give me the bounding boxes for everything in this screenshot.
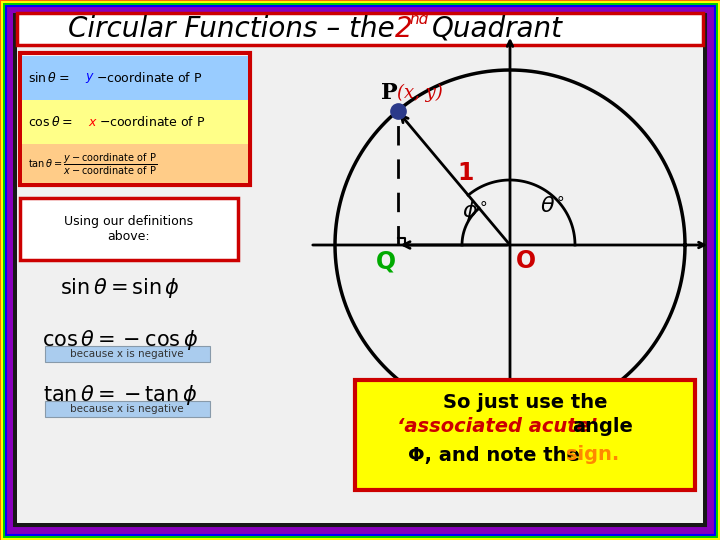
Bar xyxy=(17,13,703,45)
Text: Circular Functions – the: Circular Functions – the xyxy=(68,15,404,43)
Text: angle: angle xyxy=(572,417,634,436)
Bar xyxy=(22,144,248,183)
Text: sign.: sign. xyxy=(567,446,620,464)
Text: because x is negative: because x is negative xyxy=(70,404,184,414)
Text: P: P xyxy=(381,82,398,104)
Text: So just use the: So just use the xyxy=(443,393,607,411)
Text: $\cos\theta = $: $\cos\theta = $ xyxy=(28,115,73,129)
Text: because x is negative: because x is negative xyxy=(70,349,184,359)
Bar xyxy=(45,346,210,362)
Text: Φ, and note the: Φ, and note the xyxy=(408,446,586,464)
Text: $\theta^{\circ}$: $\theta^{\circ}$ xyxy=(540,196,564,218)
Text: $-$coordinate of P: $-$coordinate of P xyxy=(96,71,202,85)
Text: Q: Q xyxy=(375,249,395,273)
Bar xyxy=(355,380,695,490)
Bar xyxy=(22,100,248,144)
Text: 2: 2 xyxy=(395,15,413,43)
Text: Quadrant: Quadrant xyxy=(432,15,563,43)
Bar xyxy=(20,198,238,260)
Text: $y$: $y$ xyxy=(85,71,95,85)
Text: $x$: $x$ xyxy=(88,116,98,129)
Text: $\cos\theta = -\cos\phi$: $\cos\theta = -\cos\phi$ xyxy=(42,328,198,352)
Text: 1: 1 xyxy=(458,161,474,185)
Text: $\tan\theta = -\tan\phi$: $\tan\theta = -\tan\phi$ xyxy=(43,383,197,407)
Bar xyxy=(22,56,248,100)
Bar xyxy=(20,53,250,185)
Text: (x, y): (x, y) xyxy=(397,84,442,102)
Text: ‘associated acute’: ‘associated acute’ xyxy=(397,417,597,436)
Bar xyxy=(45,401,210,417)
Text: Using our definitions
above:: Using our definitions above: xyxy=(64,215,194,243)
Text: $\phi^{\circ}$: $\phi^{\circ}$ xyxy=(462,200,487,224)
Text: $\sin\theta = \sin\phi$: $\sin\theta = \sin\phi$ xyxy=(60,276,180,300)
Text: nd: nd xyxy=(409,12,428,28)
Text: $\sin\theta = $: $\sin\theta = $ xyxy=(28,71,69,85)
Text: O: O xyxy=(516,249,536,273)
Text: $\tan\theta = \dfrac{y-\mathrm{coordinate\ of\ P}}{x-\mathrm{coordinate\ of\ P}}: $\tan\theta = \dfrac{y-\mathrm{coordinat… xyxy=(28,152,157,177)
Text: $-$coordinate of P: $-$coordinate of P xyxy=(99,115,205,129)
